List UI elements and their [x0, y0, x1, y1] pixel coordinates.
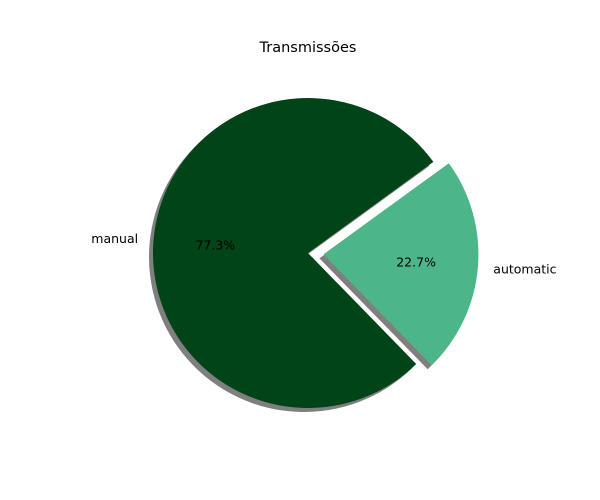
slice-percent-manual: 77.3% — [195, 238, 235, 253]
chart-title: Transmissões — [259, 40, 357, 56]
slice-label-manual: manual — [91, 231, 138, 246]
pie-labels: manual 77.3% automatic 22.7% — [91, 231, 556, 276]
slice-label-automatic: automatic — [493, 261, 556, 276]
pie-slice-automatic — [323, 163, 479, 366]
pie-slice-manual — [153, 97, 434, 408]
slice-percent-automatic: 22.7% — [396, 255, 436, 270]
pie-slices — [153, 97, 479, 408]
